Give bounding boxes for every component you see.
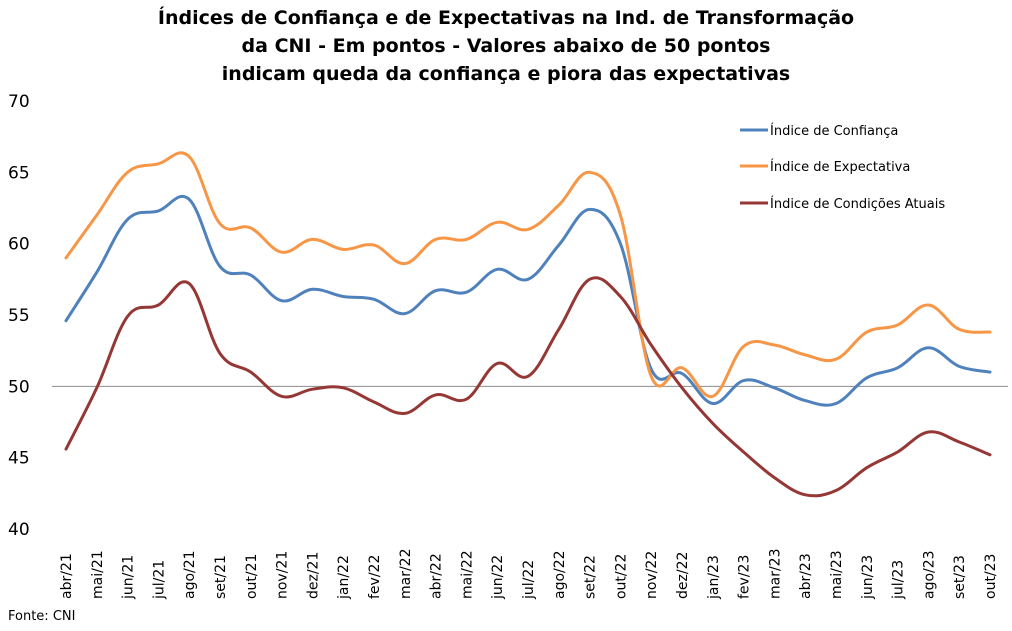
x-tick-label: ago/21 (182, 550, 198, 599)
x-tick-label: set/21 (213, 555, 229, 599)
x-tick-label: jun/21 (121, 555, 137, 600)
x-tick-label: mai/22 (459, 550, 475, 599)
x-tick-label: out/21 (244, 554, 260, 599)
y-tick-label: 65 (8, 163, 30, 183)
x-tick-label: mai/23 (829, 550, 845, 599)
series-line-indice-de-confianca (64, 194, 992, 407)
x-tick-label: jul/21 (151, 560, 167, 600)
x-tick-label: fev/23 (737, 555, 753, 599)
legend-label: Índice de Confiança (770, 123, 898, 139)
x-tick-label: abr/22 (429, 553, 445, 599)
x-tick-label: fev/22 (367, 555, 383, 599)
x-tick-label: jun/23 (860, 555, 876, 600)
legend-label: Índice de Condições Atuais (770, 196, 945, 212)
x-tick-label: jan/22 (336, 555, 352, 600)
x-tick-label: jul/23 (891, 560, 907, 600)
x-tick-label: jan/23 (706, 555, 722, 600)
x-tick-label: out/22 (613, 554, 629, 599)
y-tick-label: 40 (8, 520, 30, 540)
y-tick-label: 60 (8, 235, 30, 255)
x-tick-label: out/23 (983, 554, 999, 599)
chart-title-line-3: indicam queda da confiança e piora das e… (221, 63, 791, 85)
x-tick-label: abr/21 (59, 553, 75, 599)
chart-title-line-2: da CNI - Em pontos - Valores abaixo de 5… (241, 35, 771, 57)
x-tick-label: ago/23 (921, 550, 937, 599)
x-tick-label: dez/22 (675, 552, 691, 599)
source-note: Fonte: CNI (8, 609, 76, 624)
legend-label: Índice de Expectativa (770, 159, 910, 175)
x-tick-label: nov/21 (275, 551, 291, 599)
x-tick-label: set/22 (583, 555, 599, 599)
x-tick-label: dez/21 (305, 552, 321, 599)
chart-title-line-1: Índices de Confiança e de Expectativas n… (157, 7, 855, 29)
chart-title: Índices de Confiança e de Expectativas n… (0, 4, 1012, 88)
y-tick-label: 45 (8, 449, 30, 469)
x-tick-label: abr/23 (798, 553, 814, 599)
x-tick-label: mar/23 (767, 548, 783, 599)
x-tick-label: jul/22 (521, 560, 537, 600)
y-tick-label: 50 (8, 377, 30, 397)
x-tick-label: jun/22 (490, 555, 506, 600)
series-line-indice-de-expectativa (64, 151, 992, 398)
series-line-indice-de-condicoes-atuais (64, 276, 992, 498)
x-tick-label: nov/22 (644, 551, 660, 599)
x-tick-label: mai/21 (90, 550, 106, 599)
y-tick-label: 70 (8, 92, 30, 112)
x-tick-label: set/23 (952, 555, 968, 599)
y-tick-label: 55 (8, 306, 30, 326)
x-tick-label: mar/22 (398, 548, 414, 599)
x-tick-label: ago/22 (552, 550, 568, 599)
